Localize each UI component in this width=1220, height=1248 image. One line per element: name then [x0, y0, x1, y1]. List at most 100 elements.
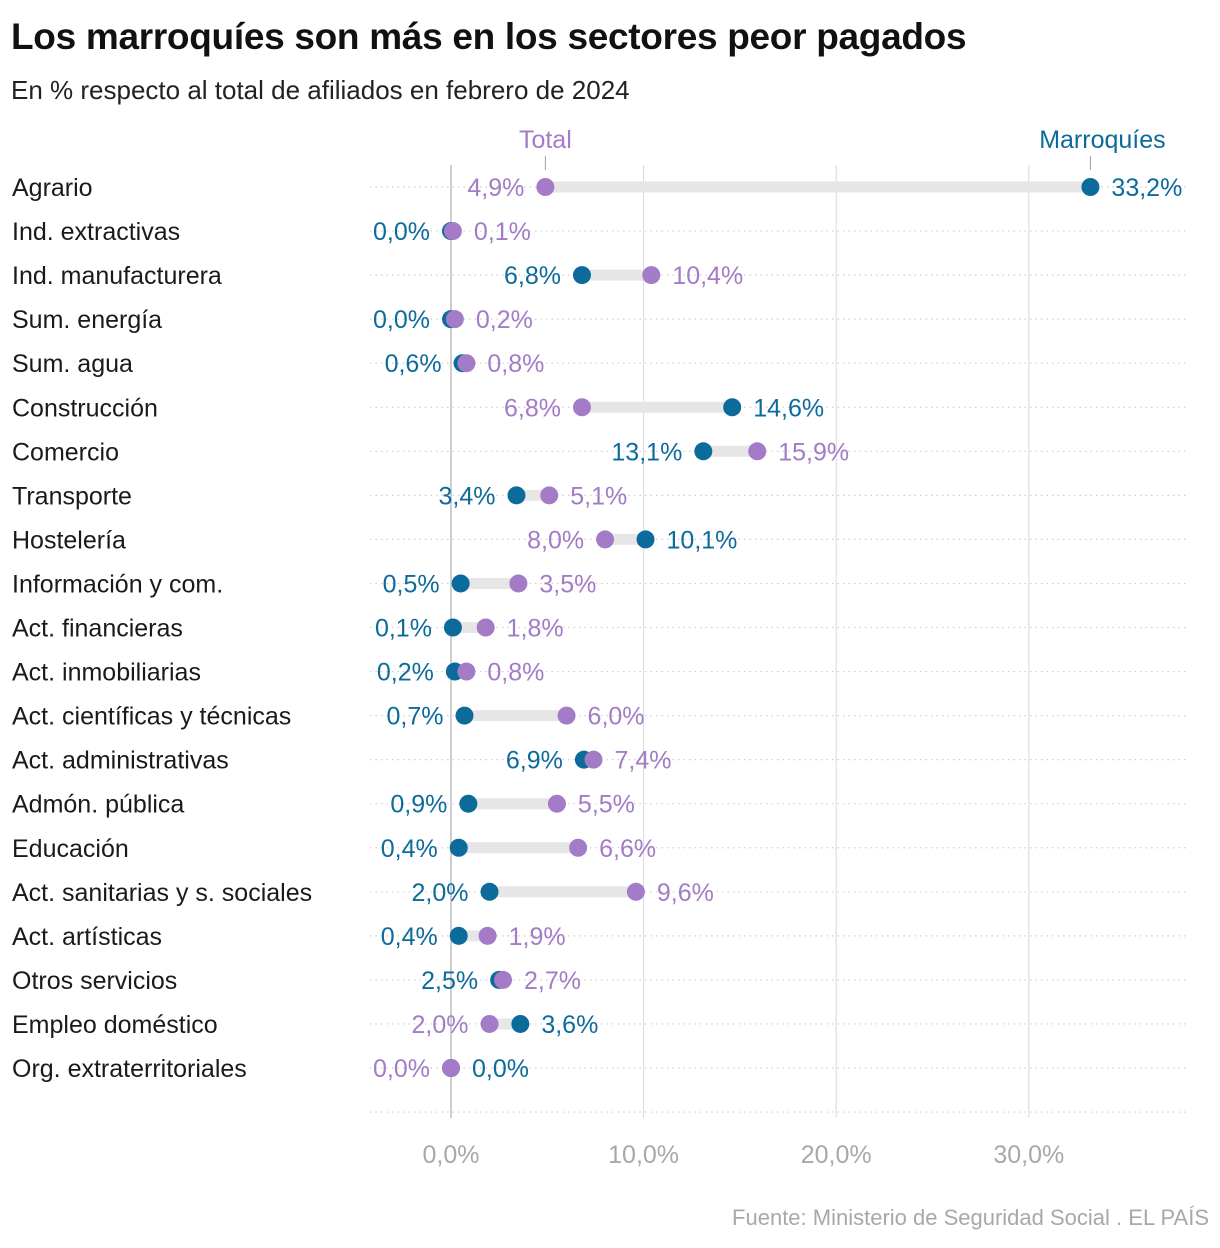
label-total: 4,9% — [467, 174, 524, 202]
label-total: 8,0% — [527, 526, 584, 554]
label-marroquies: 0,5% — [383, 570, 440, 598]
dot-total — [569, 838, 588, 857]
dot-total — [480, 1014, 499, 1033]
source-line: Fuente: Ministerio de Seguridad Social .… — [732, 1205, 1209, 1231]
dot-total — [457, 354, 476, 373]
label-marroquies: 0,4% — [381, 835, 438, 863]
label-marroquies: 0,9% — [390, 791, 447, 819]
label-total: 9,6% — [657, 879, 714, 907]
dot-total — [442, 1059, 460, 1077]
dot-total — [547, 794, 566, 813]
label-total: 6,6% — [599, 835, 656, 863]
legend-marroquies: Marroquíes — [1039, 126, 1165, 154]
category-label: Transporte — [12, 482, 132, 510]
category-label: Ind. manufacturera — [12, 262, 222, 290]
category-label: Hostelería — [12, 526, 126, 554]
dot-marroquies — [694, 442, 713, 461]
label-total: 5,1% — [570, 482, 627, 510]
dot-total — [596, 530, 615, 549]
category-label: Act. artísticas — [12, 923, 162, 951]
dumbbell-chart: Agrario 4,9% 33,2% Ind. extractivas 0,1% 0,0%… — [12, 126, 1188, 1169]
label-marroquies: 13,1% — [611, 438, 682, 466]
dot-total — [478, 926, 497, 945]
category-label: Act. administrativas — [12, 747, 229, 775]
category-label: Act. científicas y técnicas — [12, 703, 291, 731]
category-label: Act. sanitarias y s. sociales — [12, 879, 312, 907]
dot-total — [443, 222, 462, 241]
label-total: 2,0% — [412, 1011, 469, 1039]
legend-total: Total — [519, 126, 572, 154]
dot-total — [584, 750, 603, 769]
category-label: Comercio — [12, 438, 119, 466]
label-total: 2,7% — [524, 967, 581, 995]
label-marroquies: 0,0% — [373, 306, 430, 334]
category-label: Sum. agua — [12, 350, 133, 378]
source-text: Fuente: Ministerio de Seguridad Social — [732, 1205, 1110, 1230]
label-marroquies: 2,5% — [421, 967, 478, 995]
label-marroquies: 6,9% — [506, 747, 563, 775]
category-label: Org. extraterritoriales — [12, 1055, 247, 1083]
category-label: Act. inmobiliarias — [12, 659, 201, 687]
label-marroquies: 0,4% — [381, 923, 438, 951]
legend: Total Marroquíes — [519, 126, 1166, 170]
label-total: 15,9% — [778, 438, 849, 466]
label-marroquies: 2,0% — [412, 879, 469, 907]
category-label: Información y com. — [12, 570, 223, 598]
category-label: Otros servicios — [12, 967, 177, 995]
dot-total — [536, 178, 555, 196]
label-marroquies: 0,0% — [373, 218, 430, 246]
dot-marroquies — [455, 706, 474, 725]
category-label: Empleo doméstico — [12, 1011, 218, 1039]
dot-marroquies — [572, 266, 591, 285]
x-tick-label: 20,0% — [801, 1141, 872, 1169]
source-separator: . — [1109, 1205, 1129, 1230]
label-total: 7,4% — [615, 747, 672, 775]
label-total: 0,8% — [487, 350, 544, 378]
dot-marroquies — [480, 882, 499, 901]
chart-rows: Agrario 4,9% 33,2% Ind. extractivas 0,1% 0,0%… — [12, 174, 1182, 1083]
dot-total — [476, 618, 495, 637]
category-label: Educación — [12, 835, 129, 863]
chart-title: Los marroquíes son más en los sectores p… — [11, 16, 967, 57]
label-marroquies: 0,6% — [385, 350, 442, 378]
publisher-name: EL PAÍS — [1128, 1205, 1209, 1230]
label-marroquies: 3,6% — [541, 1011, 598, 1039]
label-total: 0,8% — [487, 659, 544, 687]
category-label: Construcción — [12, 394, 158, 422]
label-marroquies: 14,6% — [753, 394, 824, 422]
dot-total — [572, 398, 591, 417]
dot-total — [540, 486, 559, 505]
label-marroquies: 0,7% — [386, 703, 443, 731]
category-label: Agrario — [12, 174, 93, 202]
label-marroquies: 3,4% — [438, 482, 495, 510]
chart-subtitle: En % respecto al total de afiliados en f… — [11, 75, 630, 105]
label-total: 1,8% — [507, 615, 564, 643]
dot-marroquies — [451, 574, 470, 593]
dot-marroquies — [443, 618, 462, 637]
label-total: 0,0% — [373, 1055, 430, 1083]
label-total: 5,5% — [578, 791, 635, 819]
x-tick-label: 0,0% — [423, 1141, 480, 1169]
category-label: Ind. extractivas — [12, 218, 180, 246]
label-total: 6,0% — [588, 703, 645, 731]
dot-total — [445, 310, 464, 329]
dot-total — [494, 970, 513, 989]
dot-marroquies — [636, 530, 655, 549]
dot-marroquies — [449, 926, 468, 945]
dot-total — [557, 706, 576, 725]
x-axis: 0,0% 10,0% 20,0% 30,0% — [423, 1141, 1065, 1169]
dot-marroquies — [723, 398, 742, 417]
label-marroquies: 6,8% — [504, 262, 561, 290]
label-total: 0,1% — [474, 218, 531, 246]
label-marroquies: 33,2% — [1111, 174, 1182, 202]
dot-total — [642, 266, 661, 285]
label-total: 1,9% — [509, 923, 566, 951]
x-tick-label: 10,0% — [608, 1141, 679, 1169]
label-total: 10,4% — [672, 262, 743, 290]
dot-marroquies — [449, 838, 468, 857]
dot-total — [748, 442, 767, 461]
category-label: Act. financieras — [12, 615, 183, 643]
dot-total — [509, 574, 528, 593]
label-total: 3,5% — [539, 570, 596, 598]
dot-marroquies — [511, 1014, 530, 1033]
